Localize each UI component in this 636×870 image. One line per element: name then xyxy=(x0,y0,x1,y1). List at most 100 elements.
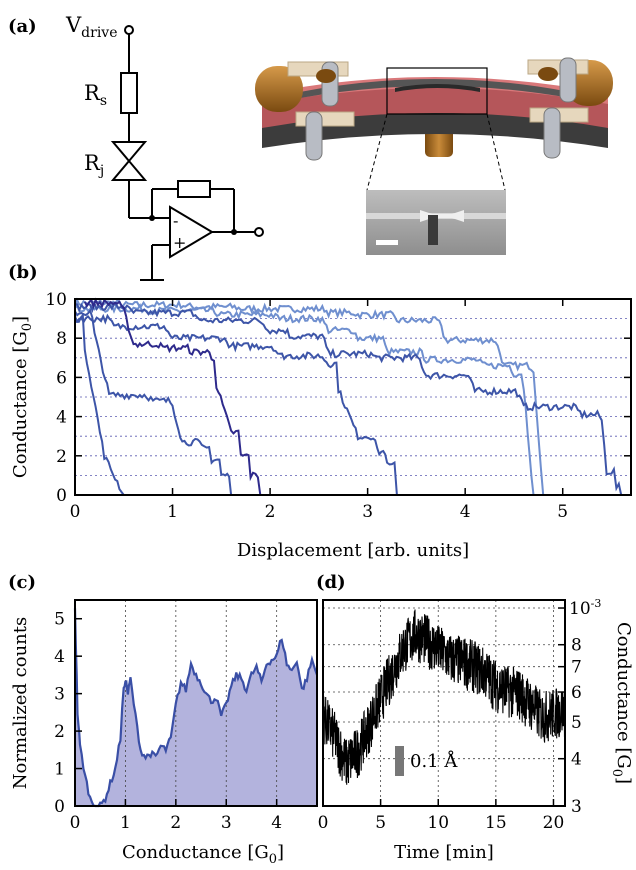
clamp-roller-left xyxy=(255,66,303,112)
y-tick-label: 0 xyxy=(54,797,65,817)
screw xyxy=(321,61,339,107)
trace-series xyxy=(74,312,125,496)
y-tick-label: 1 xyxy=(54,760,65,780)
conductance-trace-chart: 0 1 2 3 4 5 0 2 4 6 8 10 Displacement [arb. units] Co… xyxy=(10,290,632,561)
rs-label: Rs xyxy=(84,81,107,109)
junction-symbol xyxy=(110,141,148,181)
x-tick-label: 10 xyxy=(427,813,449,833)
node-dot xyxy=(149,215,155,221)
trace-series xyxy=(74,300,623,496)
nut xyxy=(538,67,558,81)
x-tick-label: 5 xyxy=(375,813,386,833)
sem-scalebar xyxy=(376,240,398,245)
trace-series xyxy=(74,313,398,496)
x-tick-label: 0 xyxy=(318,813,329,833)
plot-frame xyxy=(74,599,318,807)
y-tick-label: 0 xyxy=(56,486,67,506)
zoom-line xyxy=(486,113,506,191)
substrate-layer xyxy=(262,84,608,128)
y-axis-label-end: ] xyxy=(613,777,634,784)
y-axis-label-main: Conductance [G xyxy=(10,331,31,478)
trace-series xyxy=(74,297,545,496)
y-tick-label: 4 xyxy=(54,647,65,667)
y-tick-label: 8 xyxy=(571,636,582,656)
y-axis-label-sub: 0 xyxy=(20,323,35,331)
sem-constriction xyxy=(420,210,464,222)
x-tick-label: 5 xyxy=(557,502,568,522)
y-axis-label: Conductance [G0] xyxy=(609,622,634,784)
panel-label-a: (a) xyxy=(8,16,37,37)
rj-label: Rj xyxy=(84,151,104,179)
y-tick-label: 5 xyxy=(54,610,65,630)
sem-gap xyxy=(428,215,438,245)
displacement-scalebar xyxy=(395,746,404,776)
plot-frame xyxy=(74,298,632,496)
output-terminal xyxy=(254,227,264,237)
histogram-area xyxy=(75,608,317,806)
x-tick-label: 2 xyxy=(170,813,181,833)
node-dot xyxy=(231,229,237,235)
zoom-line xyxy=(366,113,388,191)
y-tick-label: 8 xyxy=(56,329,67,349)
nut xyxy=(316,69,336,83)
trace-series xyxy=(74,303,535,496)
y-tick-label: 5 xyxy=(571,713,582,733)
zoom-box xyxy=(386,67,488,115)
y-tick-label: 6 xyxy=(571,683,582,703)
trace-series xyxy=(74,308,233,496)
plot-frame xyxy=(322,599,566,807)
y-axis-label-sub: 0 xyxy=(609,769,624,777)
bridge-electrode xyxy=(395,84,480,92)
time-trace xyxy=(322,609,566,785)
clamp-bar-right xyxy=(527,59,589,75)
x-axis-label-sub: 0 xyxy=(269,852,277,867)
y-tick-label-top-base: 10 xyxy=(569,599,591,619)
device-render xyxy=(255,57,613,255)
x-tick-label: 0 xyxy=(70,813,81,833)
circuit-diagram xyxy=(110,25,264,281)
panel-label-b: (b) xyxy=(8,262,38,283)
opamp-plus: + xyxy=(173,233,186,252)
trace-series xyxy=(83,297,262,496)
x-tick-label: 1 xyxy=(120,813,131,833)
y-axis-label-main: Conductance [G xyxy=(613,622,634,769)
y-tick-label-top: 10-3 xyxy=(569,597,601,619)
y-axis-label: Normalized counts xyxy=(10,617,31,789)
y-tick-label: 3 xyxy=(571,797,582,817)
x-axis-label: Conductance [G0] xyxy=(122,842,284,867)
x-axis-label: Displacement [arb. units] xyxy=(237,540,469,561)
x-tick-label: 0 xyxy=(70,502,81,522)
screw xyxy=(559,57,577,103)
y-tick-label-top-exp: -3 xyxy=(591,597,602,610)
x-axis-label-end: ] xyxy=(277,842,284,863)
y-tick-label: 2 xyxy=(56,447,67,467)
x-tick-label: 15 xyxy=(485,813,507,833)
clamp-bar-left-low xyxy=(295,111,355,127)
x-tick-label: 20 xyxy=(543,813,565,833)
x-tick-label: 4 xyxy=(460,502,471,522)
x-tick-label: 3 xyxy=(362,502,373,522)
panel-label-d: (d) xyxy=(316,572,346,593)
x-axis-label: Time [min] xyxy=(394,842,494,863)
x-tick-label: 1 xyxy=(167,502,178,522)
opamp-minus: - xyxy=(173,211,178,230)
screw xyxy=(305,111,323,161)
series-resistor xyxy=(120,72,138,114)
substrate-top xyxy=(262,77,608,104)
x-axis-label-main: Conductance [G xyxy=(122,842,269,863)
y-tick-label: 4 xyxy=(571,750,582,770)
film-layer xyxy=(300,79,570,98)
y-axis-label: Conductance [G0] xyxy=(10,316,35,478)
x-tick-label: 4 xyxy=(271,813,282,833)
screw xyxy=(543,107,561,159)
y-tick-label: 3 xyxy=(54,685,65,705)
vdrive-label: Vdrive xyxy=(65,13,118,41)
y-tick-label: 4 xyxy=(56,408,67,428)
x-tick-label: 2 xyxy=(265,502,276,522)
x-tick-label: 3 xyxy=(221,813,232,833)
y-tick-label: 10 xyxy=(45,290,67,310)
panel-label-c: (c) xyxy=(8,572,36,593)
